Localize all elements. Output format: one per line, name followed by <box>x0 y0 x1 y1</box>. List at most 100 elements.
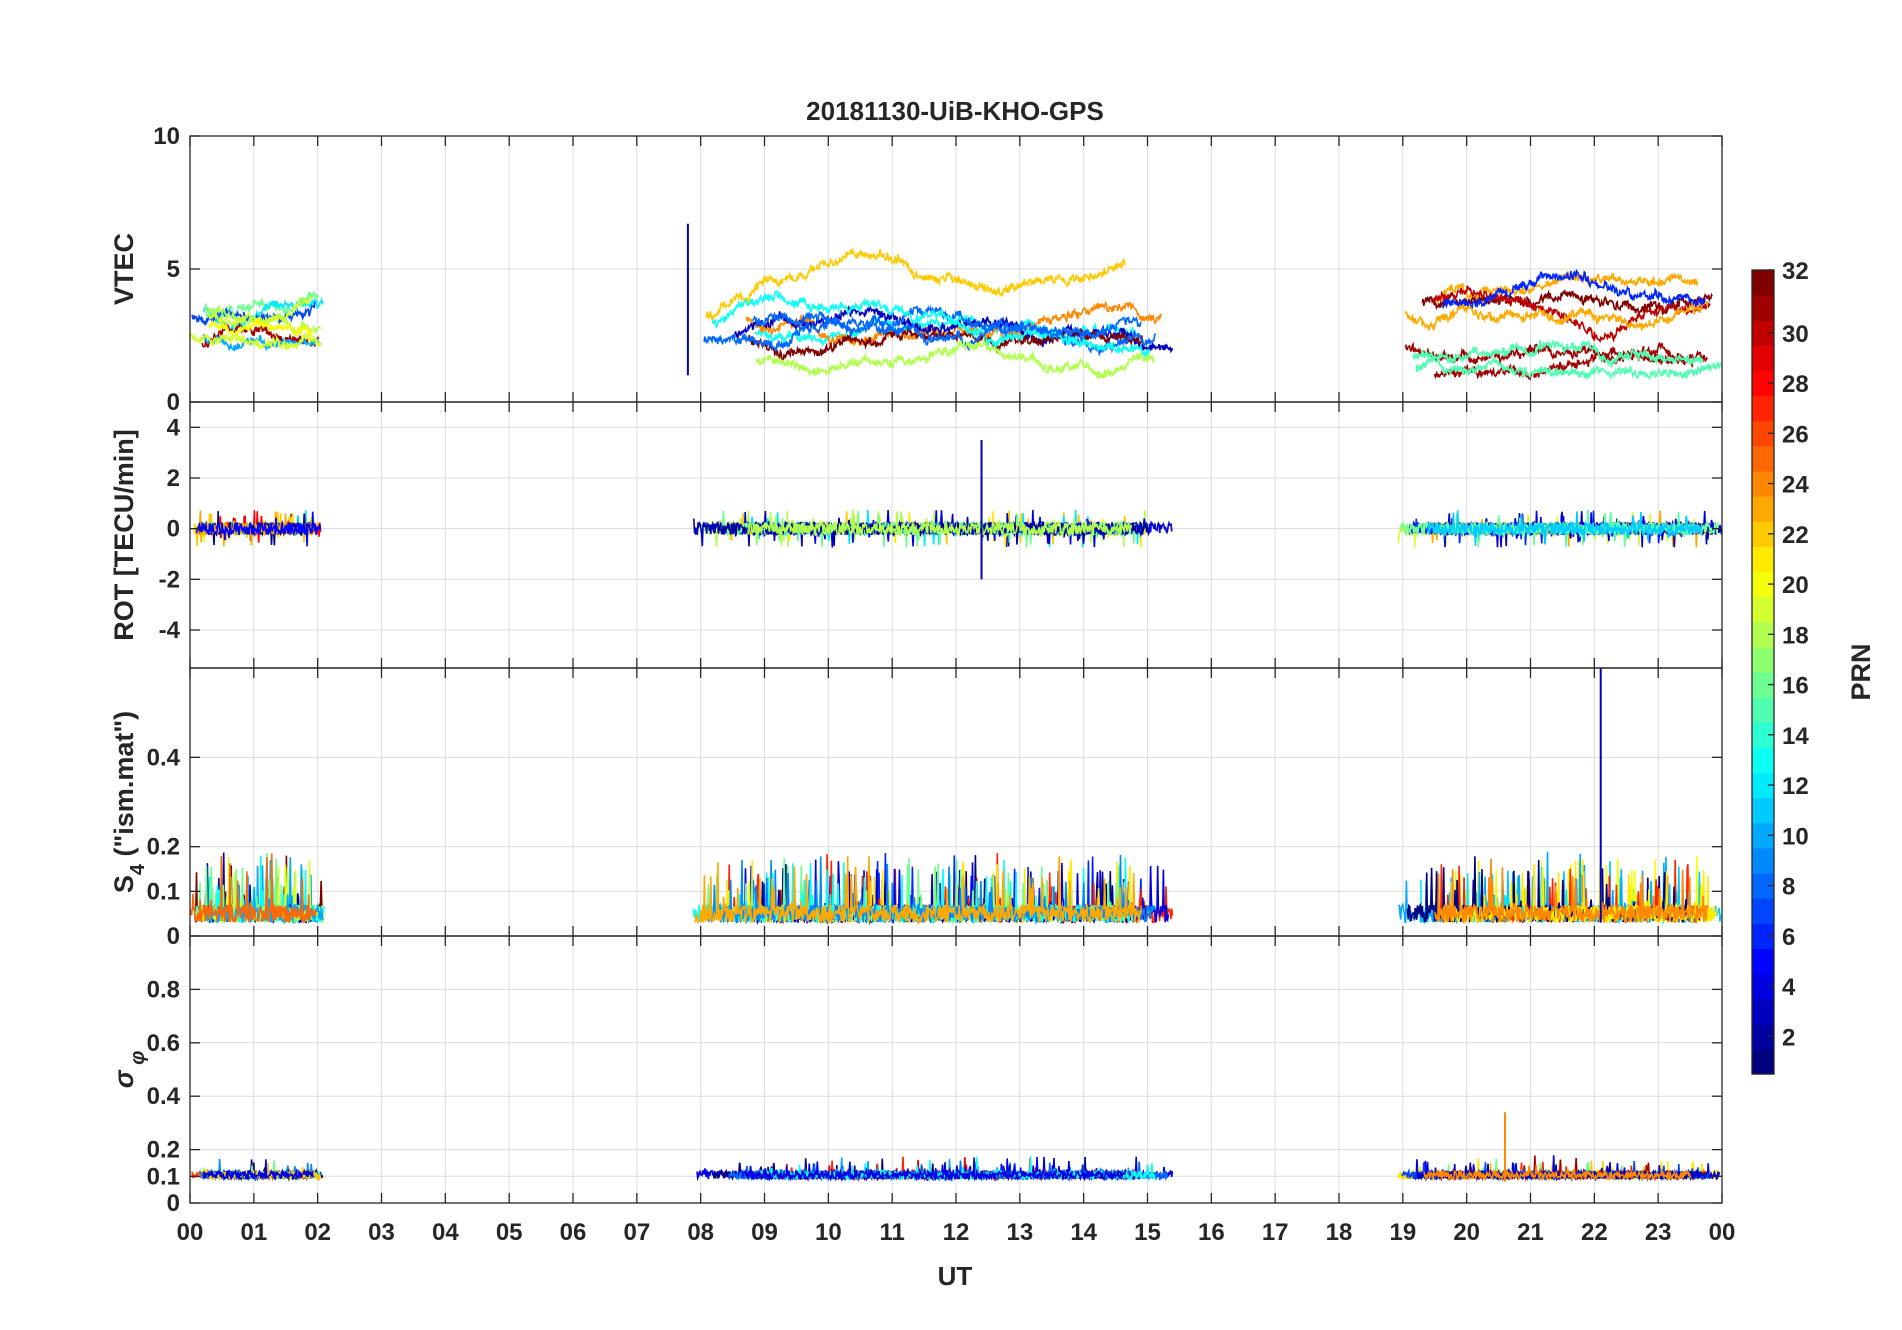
colorbar-band <box>1752 772 1774 799</box>
ytick-label: 0.6 <box>147 1030 180 1057</box>
xtick-label: 03 <box>368 1219 395 1246</box>
colorbar-band <box>1752 496 1774 522</box>
ytick-label: 0.1 <box>147 1163 180 1190</box>
xtick-label: 16 <box>1198 1219 1225 1246</box>
trace-prn-23 <box>1404 299 1709 332</box>
xtick-label: 17 <box>1262 1219 1289 1246</box>
ytick-label: 0.8 <box>147 976 180 1003</box>
colorbar-band <box>1752 621 1774 648</box>
colorbar-tick-label: 6 <box>1782 924 1795 951</box>
trace-prn-13 <box>711 289 1151 358</box>
colorbar-tick-label: 26 <box>1782 421 1809 448</box>
colorbar-band <box>1752 747 1774 774</box>
xtick-label: 02 <box>304 1219 331 1246</box>
colorbar-band <box>1752 596 1774 623</box>
ytick-label: 0 <box>167 516 180 543</box>
colorbar-tick-label: 8 <box>1782 874 1795 901</box>
xtick-label: 05 <box>496 1219 523 1246</box>
trace-prn-24 <box>1434 858 1709 924</box>
colorbar-band <box>1752 345 1774 372</box>
colorbar-band <box>1752 898 1774 924</box>
traces-sigma_phi <box>191 1112 1721 1183</box>
colorbar-band <box>1752 445 1774 472</box>
xtick-label: 07 <box>623 1219 650 1246</box>
colorbar-tick-label: 20 <box>1782 572 1809 599</box>
colorbar-tick-label: 14 <box>1782 723 1809 750</box>
colorbar-band <box>1752 998 1774 1025</box>
trace-prn-23 <box>694 856 1143 926</box>
colorbar-tick-label: 24 <box>1782 472 1809 499</box>
xtick-label: 00 <box>1709 1219 1736 1246</box>
xtick-label: 23 <box>1645 1219 1672 1246</box>
trace-prn-25 <box>190 853 317 924</box>
colorbar-tick-label: 16 <box>1782 673 1809 700</box>
panel-rot: -4 -2 0 2 4 ROT [TECU/min] <box>109 401 1723 669</box>
trace-prn-6 <box>1441 268 1706 310</box>
xtick-label: 21 <box>1517 1219 1544 1246</box>
colorbar-tick-label: 2 <box>1782 1024 1795 1051</box>
traces-vtec <box>190 223 1722 382</box>
traces-rot <box>193 440 1722 580</box>
colorbar-band <box>1752 571 1774 598</box>
colorbar-band <box>1752 370 1774 397</box>
ytick-label: 4 <box>167 414 181 441</box>
colorbar-tick-label: 10 <box>1782 823 1809 850</box>
colorbar-tick-label: 22 <box>1782 522 1809 549</box>
xtick-label: 18 <box>1326 1219 1353 1246</box>
ytick-label: 0.4 <box>147 744 181 771</box>
ytick-label: 0 <box>167 389 180 416</box>
xtick-label: 22 <box>1581 1219 1608 1246</box>
trace-prn-19 <box>208 295 313 328</box>
xtick-label: 01 <box>240 1219 267 1246</box>
trace-prn-24 <box>1423 1164 1692 1182</box>
colorbar-band <box>1752 847 1774 874</box>
colorbar-band <box>1752 1048 1774 1075</box>
colorbar-tick-label: 4 <box>1782 974 1796 1001</box>
xtick-label: 19 <box>1389 1219 1416 1246</box>
colorbar-band <box>1752 320 1774 346</box>
xtick-label: 15 <box>1134 1219 1161 1246</box>
ylabel-s4: S4 ("ism.mat") <box>109 711 149 893</box>
trace-prn-10 <box>202 333 322 352</box>
xtick-label: 04 <box>432 1219 459 1246</box>
trace-prn-4 <box>202 1159 315 1182</box>
trace-prn-22 <box>204 1163 322 1182</box>
ylabel-vtec: VTEC <box>109 233 139 305</box>
xtick-label: 10 <box>815 1219 842 1246</box>
trace-prn-18 <box>747 509 1133 546</box>
colorbar-band <box>1752 1023 1774 1050</box>
trace-prn-20 <box>208 317 314 338</box>
xtick-label: 00 <box>177 1219 204 1246</box>
xtick-label: 06 <box>560 1219 587 1246</box>
colorbar-tick-label: 18 <box>1782 622 1809 649</box>
colorbar-tick-label: 28 <box>1782 371 1809 398</box>
ytick-label: 2 <box>167 465 180 492</box>
ytick-label: -4 <box>159 617 181 644</box>
xtick-label: 08 <box>687 1219 714 1246</box>
traces-s4 <box>190 668 1722 926</box>
colorbar-band <box>1752 471 1774 497</box>
trace-prn-4 <box>741 1157 1126 1183</box>
trace-prn-18 <box>755 339 1155 380</box>
ytick-label: 0.2 <box>147 834 180 861</box>
xtick-label: 11 <box>879 1219 904 1246</box>
xtick-label: 14 <box>1070 1219 1097 1246</box>
trace-prn-19 <box>190 331 322 352</box>
colorbar-tick-label: 32 <box>1782 258 1809 285</box>
colorbar-frame <box>1751 269 1775 1075</box>
trace-prn-22 <box>705 246 1126 322</box>
colorbar-band <box>1752 948 1774 975</box>
colorbar-band <box>1752 646 1774 673</box>
chart-title: 20181130-UiB-KHO-GPS <box>806 96 1104 126</box>
colorbar-band <box>1752 973 1774 1000</box>
panel-vtec: 0 5 10 VTEC <box>109 123 1723 416</box>
colorbar-band <box>1752 822 1774 849</box>
trace-prn-30 <box>1433 285 1711 344</box>
colorbar-band <box>1752 923 1774 949</box>
ylabel-sigma_phi: σ φ <box>109 1051 149 1089</box>
colorbar-label: PRN <box>1846 643 1876 700</box>
ytick-label: -2 <box>159 566 180 593</box>
trace-prn-5 <box>195 511 322 547</box>
panel-s4: 0 0.1 0.2 0.4S4 ("ism.mat") <box>109 667 1723 950</box>
ytick-label: 0 <box>167 923 180 950</box>
